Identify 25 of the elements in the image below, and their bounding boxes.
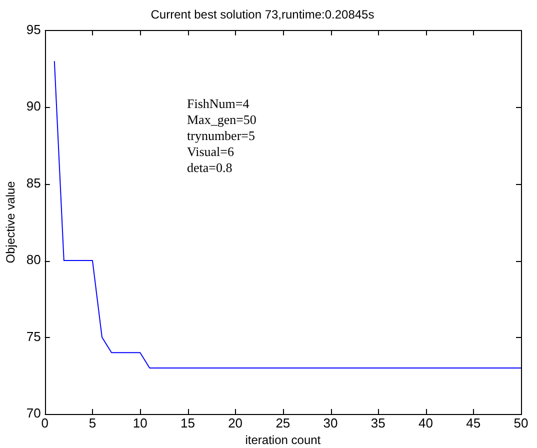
chart-title: Current best solution 73,runtime:0.20845s (150, 8, 374, 22)
x-axis-title: iteration count (245, 433, 322, 448)
y-axis-title: Objective value (4, 180, 18, 264)
x-tick-label: 15 (180, 415, 195, 430)
annotation: Max_gen=50 (187, 112, 256, 128)
x-tick-label: 10 (132, 415, 148, 430)
annotation: trynumber=5 (187, 128, 256, 144)
x-tick-label: 30 (323, 415, 338, 430)
x-tick-label: 35 (370, 415, 386, 430)
y-tick-label: 85 (26, 175, 41, 190)
y-tick-label: 75 (26, 328, 41, 344)
x-tick-label: 20 (228, 415, 243, 430)
x-tick-label: 50 (514, 415, 528, 430)
y-tick-label: 70 (26, 406, 41, 421)
x-tick-label: 5 (88, 415, 96, 430)
y-tick-label: 90 (26, 98, 41, 114)
x-tick-label: 0 (41, 415, 48, 430)
x-tick-label: 40 (418, 415, 434, 430)
x-tick-label: 45 (466, 415, 481, 430)
annotation: deta=0.8 (187, 160, 234, 176)
annotation: Visual=6 (187, 144, 235, 160)
y-tick-label: 80 (26, 252, 41, 268)
annotation: FishNum=4 (187, 96, 250, 112)
y-tick-label: 95 (26, 22, 41, 37)
x-tick-label: 25 (276, 415, 290, 430)
